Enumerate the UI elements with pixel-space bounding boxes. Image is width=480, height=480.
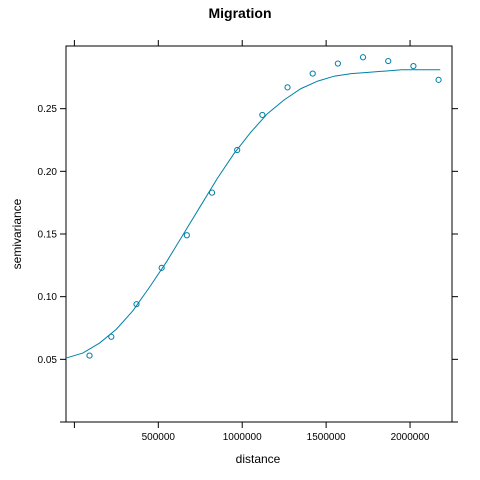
- data-point: [284, 84, 291, 91]
- data-point: [234, 146, 241, 154]
- chart-title: Migration: [209, 5, 272, 21]
- data-point: [410, 62, 417, 70]
- x-tick-label: 1000000: [223, 432, 262, 443]
- y-tick-label: 0.05: [38, 355, 58, 366]
- data-point: [183, 232, 190, 239]
- data-point: [208, 189, 216, 196]
- data-point: [359, 54, 367, 61]
- data-points-group: [86, 54, 442, 359]
- data-point: [385, 57, 392, 65]
- data-point: [158, 264, 165, 271]
- data-point: [259, 111, 266, 119]
- y-tick-label: 0.25: [38, 104, 58, 115]
- data-point: [108, 333, 115, 340]
- data-point: [435, 76, 442, 83]
- plot-frame: [65, 45, 453, 423]
- x-tick-label: 500000: [142, 432, 176, 443]
- y-axis-label: semivariance: [10, 198, 24, 269]
- data-point: [309, 70, 316, 77]
- x-tick-label: 2000000: [391, 432, 430, 443]
- axes-ticks: 500000 1000000 1500000 2000000 0.05 0.10 0.15 0…: [38, 40, 458, 443]
- data-point: [86, 352, 93, 359]
- x-tick-label: 1500000: [307, 432, 346, 443]
- data-point: [334, 60, 341, 67]
- data-point: [133, 301, 140, 308]
- fitted-curve-line: [65, 69, 441, 359]
- y-tick-label: 0.10: [38, 292, 58, 303]
- x-axis-label: distance: [236, 452, 281, 466]
- fitted-curve-group: [65, 69, 441, 359]
- y-tick-label: 0.20: [38, 167, 58, 178]
- y-tick-label: 0.15: [38, 230, 58, 241]
